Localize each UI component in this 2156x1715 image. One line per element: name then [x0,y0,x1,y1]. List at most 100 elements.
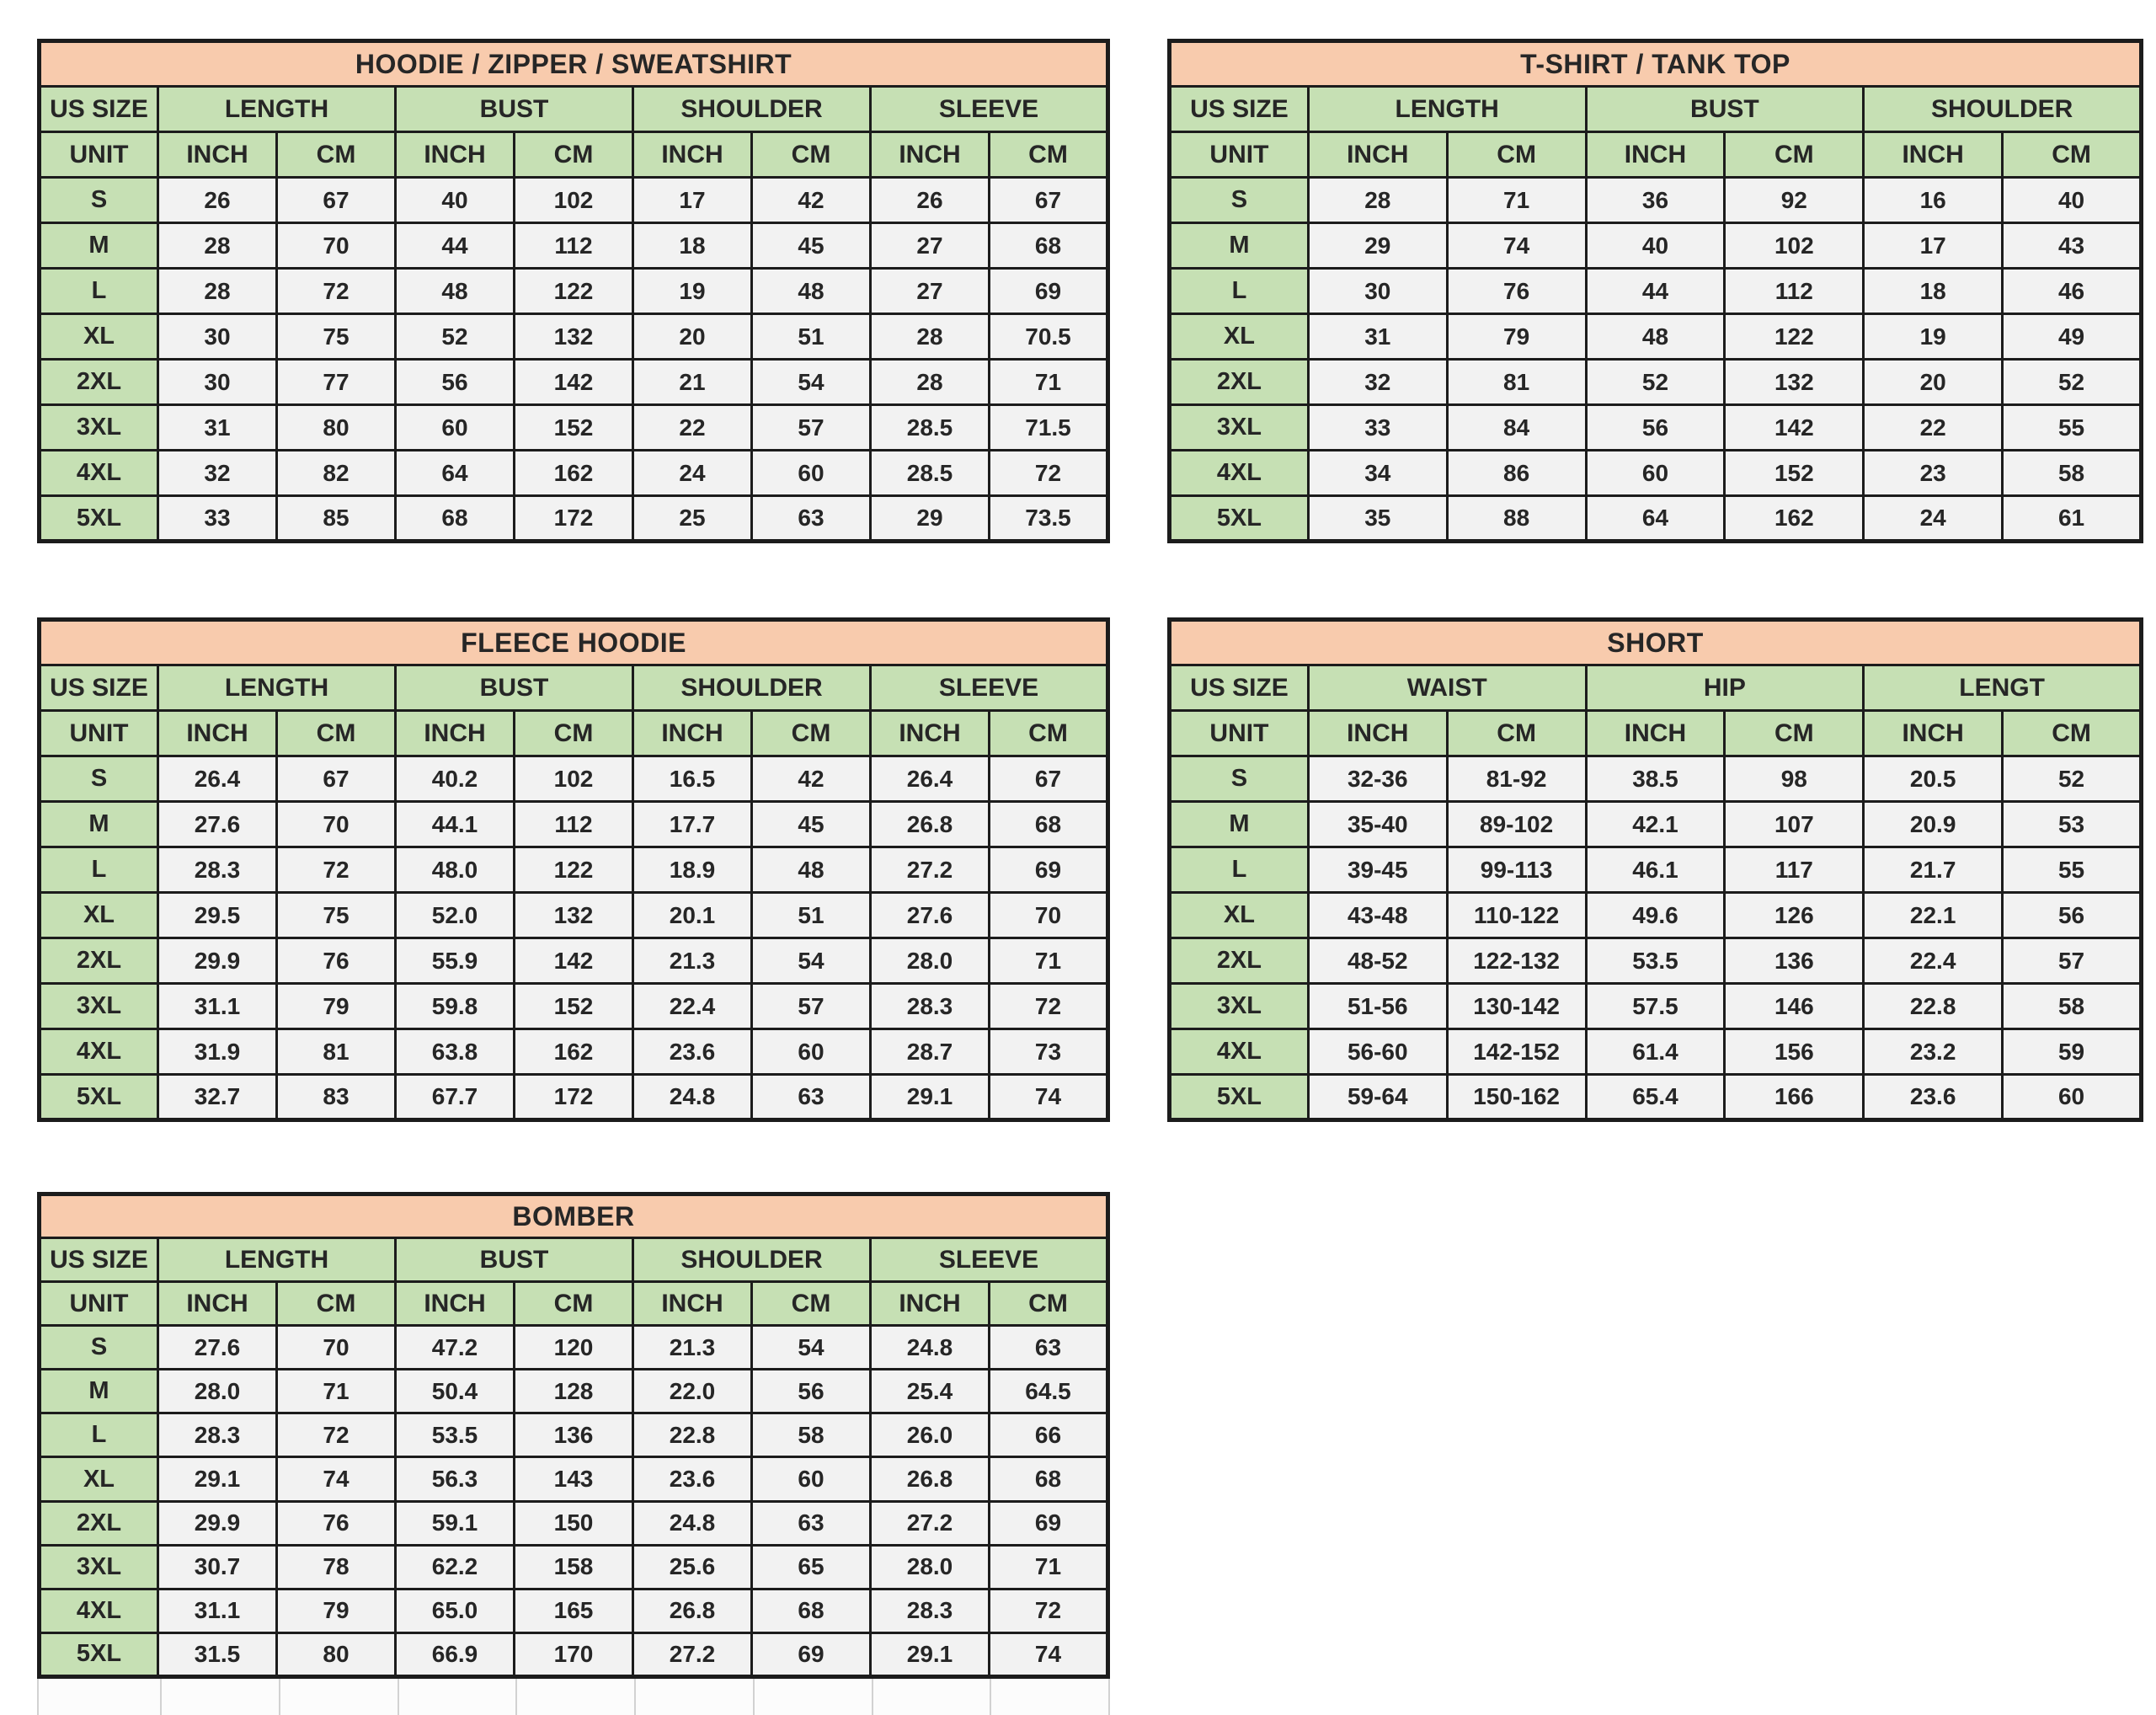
size-table: T-SHIRT / TANK TOP US SIZE LENGTH BUST SHOUL… [1167,39,2143,543]
table-row: 4XL 31.1 79 65.0 165 26.8 68 28.3 72 [38,1587,1109,1634]
value-cell: 162 [1723,494,1865,542]
table-row: M 29 74 40 102 17 43 [1168,222,2143,270]
unit-row-header: UNIT [1168,131,1310,179]
value-cell: 60 [750,1028,872,1076]
size-cell: L [1168,267,1310,315]
size-cell: L [38,846,159,894]
value-cell: 57 [2001,937,2143,985]
value-cell: 112 [513,800,634,848]
value-cell: 67 [275,176,397,224]
value-cell: 22.1 [1862,891,2004,939]
value-cell: 85 [275,494,397,542]
value-cell: 27.2 [632,1631,753,1679]
unit-header: INCH [1862,131,2004,179]
value-cell: 65.0 [394,1587,515,1634]
size-table: SHORT US SIZE WAIST HIP LENGT UNIT INCH CM INCH C… [1167,617,2143,1122]
value-cell: 56 [394,358,515,406]
value-cell: 143 [513,1456,634,1503]
empty-cell [398,1679,518,1715]
value-cell: 28.3 [869,982,990,1030]
size-cell: 2XL [1168,358,1310,406]
unit-header: CM [513,709,634,757]
value-cell: 35 [1306,494,1449,542]
value-cell: 72 [275,1412,397,1459]
column-group-header: SLEEVE [869,85,1109,133]
table-row: XL 29.1 74 56.3 143 23.6 60 26.8 68 [38,1456,1109,1503]
value-cell: 158 [513,1543,634,1590]
value-cell: 172 [513,494,634,542]
unit-header: CM [1723,131,1865,179]
size-cell: 5XL [1168,1073,1310,1121]
value-cell: 162 [513,1028,634,1076]
value-cell: 29.5 [157,891,278,939]
value-cell: 64 [394,449,515,497]
empty-cell [162,1679,280,1715]
value-cell: 51-56 [1306,982,1449,1030]
unit-row-header: UNIT [38,131,159,179]
table-row: 2XL 30 77 56 142 21 54 28 71 [38,358,1109,406]
size-chart-short: SHORT US SIZE WAIST HIP LENGT UNIT INCH CM INCH C… [1167,617,2143,1122]
value-cell: 142 [1723,403,1865,451]
unit-header: INCH [632,131,753,179]
table-row: S 27.6 70 47.2 120 21.3 54 24.8 63 [38,1324,1109,1371]
value-cell: 21 [632,358,753,406]
value-cell: 27 [869,222,990,270]
value-cell: 76 [275,937,397,985]
value-cell: 57 [750,982,872,1030]
size-cell: 4XL [1168,1028,1310,1076]
value-cell: 20.1 [632,891,753,939]
unit-header: CM [988,131,1109,179]
unit-header: INCH [1306,131,1449,179]
table-row: S 26 67 40 102 17 42 26 67 [38,176,1109,224]
table-title: HOODIE / ZIPPER / SWEATSHIRT [38,40,1109,88]
value-cell: 54 [750,937,872,985]
value-cell: 27.2 [869,1499,990,1547]
size-cell: 2XL [38,358,159,406]
value-cell: 68 [750,1587,872,1634]
unit-header: CM [988,1280,1109,1328]
value-cell: 52 [394,313,515,361]
unit-header: CM [750,709,872,757]
value-cell: 83 [275,1073,397,1121]
value-cell: 27.6 [157,1324,278,1371]
value-cell: 59.1 [394,1499,515,1547]
table-row: XL 31 79 48 122 19 49 [1168,313,2143,361]
value-cell: 132 [513,891,634,939]
unit-header: CM [1445,131,1588,179]
table-row: 4XL 34 86 60 152 23 58 [1168,449,2143,497]
table-title: T-SHIRT / TANK TOP [1168,40,2143,88]
value-cell: 28 [1306,176,1449,224]
value-cell: 79 [1445,313,1588,361]
unit-header: INCH [869,1280,990,1328]
empty-cell [636,1679,755,1715]
value-cell: 24 [632,449,753,497]
value-cell: 56-60 [1306,1028,1449,1076]
size-table: HOODIE / ZIPPER / SWEATSHIRT US SIZE LENGT… [37,39,1110,543]
table-row: L 28.3 72 48.0 122 18.9 48 27.2 69 [38,846,1109,894]
table-row: 3XL 51-56 130-142 57.5 146 22.8 58 [1168,982,2143,1030]
value-cell: 40 [2001,176,2143,224]
value-cell: 64 [1584,494,1726,542]
table-row: L 28.3 72 53.5 136 22.8 58 26.0 66 [38,1412,1109,1459]
value-cell: 76 [275,1499,397,1547]
value-cell: 26.4 [869,755,990,803]
value-cell: 27.6 [869,891,990,939]
value-cell: 29 [869,494,990,542]
table-row: L 28 72 48 122 19 48 27 69 [38,267,1109,315]
empty-cell [754,1679,873,1715]
value-cell: 84 [1445,403,1588,451]
value-cell: 70 [275,222,397,270]
value-cell: 28 [869,358,990,406]
size-cell: 3XL [1168,403,1310,451]
value-cell: 112 [513,222,634,270]
value-cell: 30 [157,313,278,361]
column-group-header: BUST [394,1237,634,1284]
value-cell: 60 [394,403,515,451]
value-cell: 152 [513,403,634,451]
value-cell: 142 [513,358,634,406]
value-cell: 102 [513,755,634,803]
value-cell: 29 [1306,222,1449,270]
value-cell: 26.8 [632,1587,753,1634]
size-cell: 3XL [38,1543,159,1590]
value-cell: 71 [275,1368,397,1415]
